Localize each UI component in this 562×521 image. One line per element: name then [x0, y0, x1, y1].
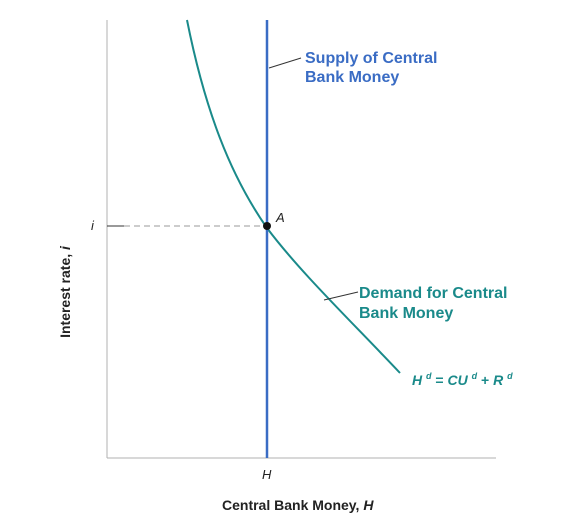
- equation-cu: CU: [447, 372, 468, 388]
- demand-leader-line: [323, 291, 359, 301]
- demand-label: Demand for Central Bank Money: [359, 285, 512, 322]
- y-tick-label: i: [91, 218, 95, 233]
- y-axis-label-var: i: [57, 245, 73, 250]
- supply-leader-line: [268, 57, 302, 69]
- demand-label-line1: Demand for Central: [359, 285, 507, 302]
- equation-h-sup: d: [426, 371, 432, 381]
- equation-cu-sup: d: [472, 371, 478, 381]
- equilibrium-point-label: A: [275, 210, 285, 225]
- supply-label-line1: Supply of Central: [305, 50, 437, 67]
- x-axis-label-var: H: [363, 497, 374, 513]
- y-axis-label-main: Interest rate,: [57, 250, 73, 338]
- equilibrium-point: [263, 222, 271, 230]
- equation-plus: +: [481, 372, 493, 388]
- demand-label-line2: Bank Money: [359, 305, 453, 322]
- y-axis-label: Interest rate, i: [57, 245, 73, 338]
- supply-label: Supply of Central Bank Money: [305, 50, 442, 86]
- x-tick-label: H: [262, 467, 272, 482]
- equation-equals: =: [435, 372, 447, 388]
- x-axis-label-main: Central Bank Money,: [222, 497, 363, 513]
- equation-r-sup: d: [507, 371, 513, 381]
- equation-h: H: [412, 372, 423, 388]
- x-axis-label: Central Bank Money, H: [222, 497, 374, 513]
- equation-r: R: [493, 372, 504, 388]
- supply-label-line2: Bank Money: [305, 69, 399, 86]
- demand-equation: H d = CU d + R d: [412, 366, 513, 388]
